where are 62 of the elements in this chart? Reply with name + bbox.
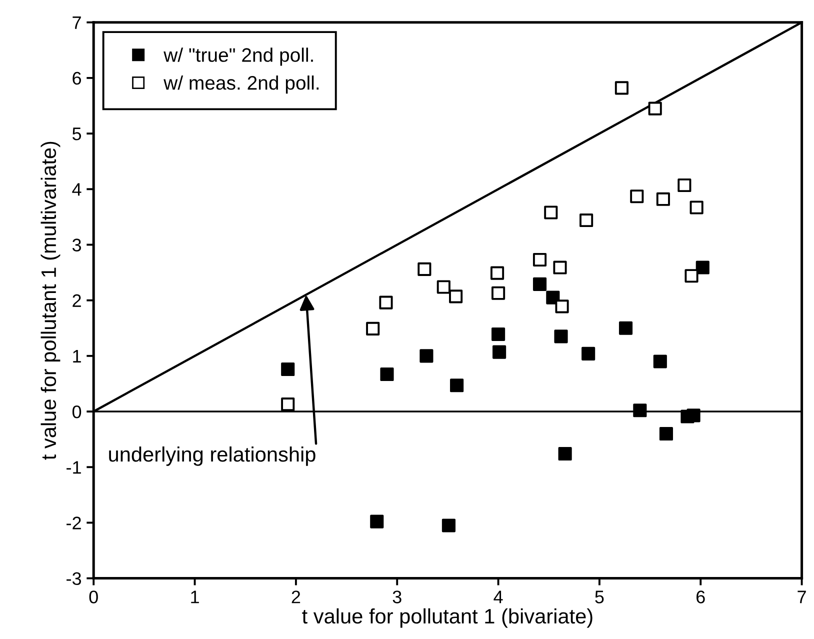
x-tick-label: 6 — [696, 590, 705, 604]
point — [442, 518, 456, 532]
point — [656, 192, 670, 206]
point — [379, 296, 393, 310]
point — [436, 280, 450, 294]
point — [490, 266, 504, 280]
y-tick-label: 1 — [73, 350, 81, 362]
point — [678, 178, 692, 192]
y-tick-label: 4 — [72, 183, 82, 196]
point — [686, 408, 700, 422]
annotation: underlying relationship — [109, 446, 316, 466]
point — [659, 426, 674, 441]
y-tick-label: 2 — [72, 294, 81, 307]
x-tick-label: 7 — [798, 590, 806, 604]
point — [653, 354, 667, 368]
point — [614, 81, 628, 95]
x-axis-title: t value for pollutant 1 (bivariate) — [302, 608, 592, 628]
point — [690, 200, 704, 214]
point — [380, 367, 394, 382]
point — [492, 345, 506, 359]
point — [281, 398, 295, 412]
y-tick-label: -2 — [66, 516, 81, 530]
point — [558, 446, 572, 461]
point — [418, 262, 432, 276]
x-tick-label: 0 — [89, 590, 98, 604]
point — [449, 290, 463, 304]
y-axis-title: t value for pollutant 1 (multivariate) — [40, 142, 60, 460]
point — [366, 322, 380, 336]
point — [544, 206, 558, 220]
point — [450, 378, 464, 392]
x-tick-label: 3 — [392, 590, 402, 604]
point — [618, 321, 633, 335]
y-tick-label: 6 — [72, 72, 82, 85]
x-tick-label: 5 — [595, 590, 604, 604]
point — [684, 269, 698, 283]
x-tick-label: 1 — [191, 590, 199, 604]
point — [532, 252, 547, 267]
y-tick-label: 0 — [72, 405, 82, 418]
point — [580, 213, 594, 228]
legend-label: w/ "true" 2nd poll. — [164, 48, 313, 66]
point — [492, 327, 506, 342]
point — [492, 286, 506, 300]
y-tick-label: 7 — [72, 16, 81, 29]
point — [630, 190, 644, 204]
point — [420, 349, 434, 363]
point — [648, 102, 662, 116]
y-tick-label: -1 — [66, 461, 81, 474]
point — [553, 260, 567, 274]
x-tick-label: 4 — [494, 590, 503, 604]
point — [696, 260, 710, 274]
point — [633, 404, 647, 418]
point — [532, 277, 547, 291]
point — [554, 330, 568, 344]
y-tick-label: 5 — [72, 128, 82, 140]
point — [281, 362, 295, 376]
y-tick-label: -3 — [66, 572, 82, 586]
point — [582, 346, 596, 360]
point — [370, 514, 384, 528]
x-tick-label: 2 — [292, 590, 300, 604]
legend-label: w/ meas. 2nd poll. — [164, 75, 319, 94]
y-tick-label: 3 — [72, 238, 82, 252]
point — [555, 300, 569, 314]
